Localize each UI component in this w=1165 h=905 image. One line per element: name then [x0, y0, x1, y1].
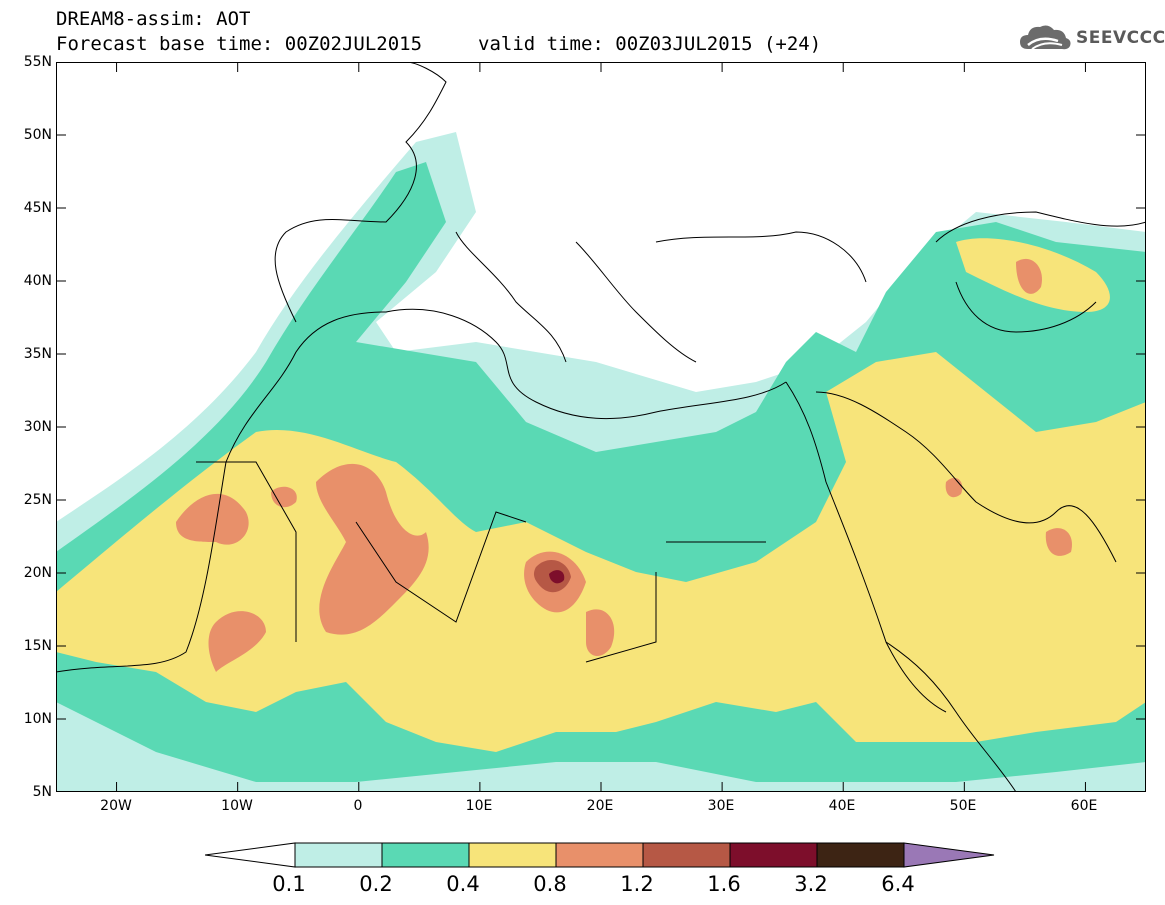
logo-text: SEEVCCC — [1076, 28, 1165, 48]
colorbar-cell — [555, 842, 644, 868]
lon-label-40e: 40E — [828, 798, 856, 814]
lon-label-30e: 30E — [707, 798, 735, 814]
lat-label-20n: 20N — [23, 565, 52, 581]
lon-label-10e: 10E — [465, 798, 493, 814]
lat-label-50n: 50N — [23, 127, 52, 143]
colorbar-cell — [294, 842, 383, 868]
lon-tick-marks — [116, 62, 1086, 792]
lat-label-55n: 55N — [23, 54, 52, 70]
colorbar-low-arrow — [205, 842, 296, 868]
valid-time: valid time: 00Z03JUL2015 (+24) — [478, 33, 822, 55]
lon-label-10w: 10W — [221, 798, 253, 814]
aot-band-1.6 — [549, 570, 565, 584]
lon-label-20w: 20W — [100, 798, 132, 814]
colorbar-cell — [468, 842, 557, 868]
lat-label-30n: 30N — [23, 419, 52, 435]
colorbar-cell — [729, 842, 818, 868]
colorbar-label-3.2: 3.2 — [794, 872, 828, 896]
lat-label-45n: 45N — [23, 200, 52, 216]
lat-label-25n: 25N — [23, 492, 52, 508]
colorbar-label-0.2: 0.2 — [359, 872, 393, 896]
colorbar-label-0.4: 0.4 — [446, 872, 480, 896]
forecast-base-time: Forecast base time: 00Z02JUL2015 — [56, 33, 423, 55]
cloud-icon — [1020, 25, 1071, 50]
lat-label-10n: 10N — [23, 711, 52, 727]
colorbar-high-arrow — [903, 842, 995, 868]
colorbar-label-6.4: 6.4 — [881, 872, 915, 896]
lat-tick-marks — [56, 62, 1146, 792]
lat-label-35n: 35N — [23, 346, 52, 362]
colorbar-cell — [642, 842, 731, 868]
map-title: DREAM8-assim: AOT — [56, 8, 251, 30]
lon-label-60e: 60E — [1070, 798, 1098, 814]
coastlines-and-borders — [56, 62, 1146, 792]
lat-label-15n: 15N — [23, 638, 52, 654]
seevccc-logo: SEEVCCC — [1018, 22, 1165, 54]
colorbar-label-0.1: 0.1 — [272, 872, 306, 896]
lat-label-40n: 40N — [23, 273, 52, 289]
aot-map — [56, 62, 1146, 792]
lon-label-0: 0 — [353, 798, 363, 814]
lat-label-5n: 5N — [32, 784, 52, 800]
colorbar-label-1.2: 1.2 — [620, 872, 654, 896]
aot-fill-layers — [56, 132, 1146, 792]
aot-colorbar — [205, 842, 995, 868]
lon-label-50e: 50E — [949, 798, 977, 814]
colorbar-label-1.6: 1.6 — [707, 872, 741, 896]
colorbar-cell — [816, 842, 905, 868]
lon-label-20e: 20E — [586, 798, 614, 814]
colorbar-label-0.8: 0.8 — [533, 872, 567, 896]
colorbar-cell — [381, 842, 470, 868]
